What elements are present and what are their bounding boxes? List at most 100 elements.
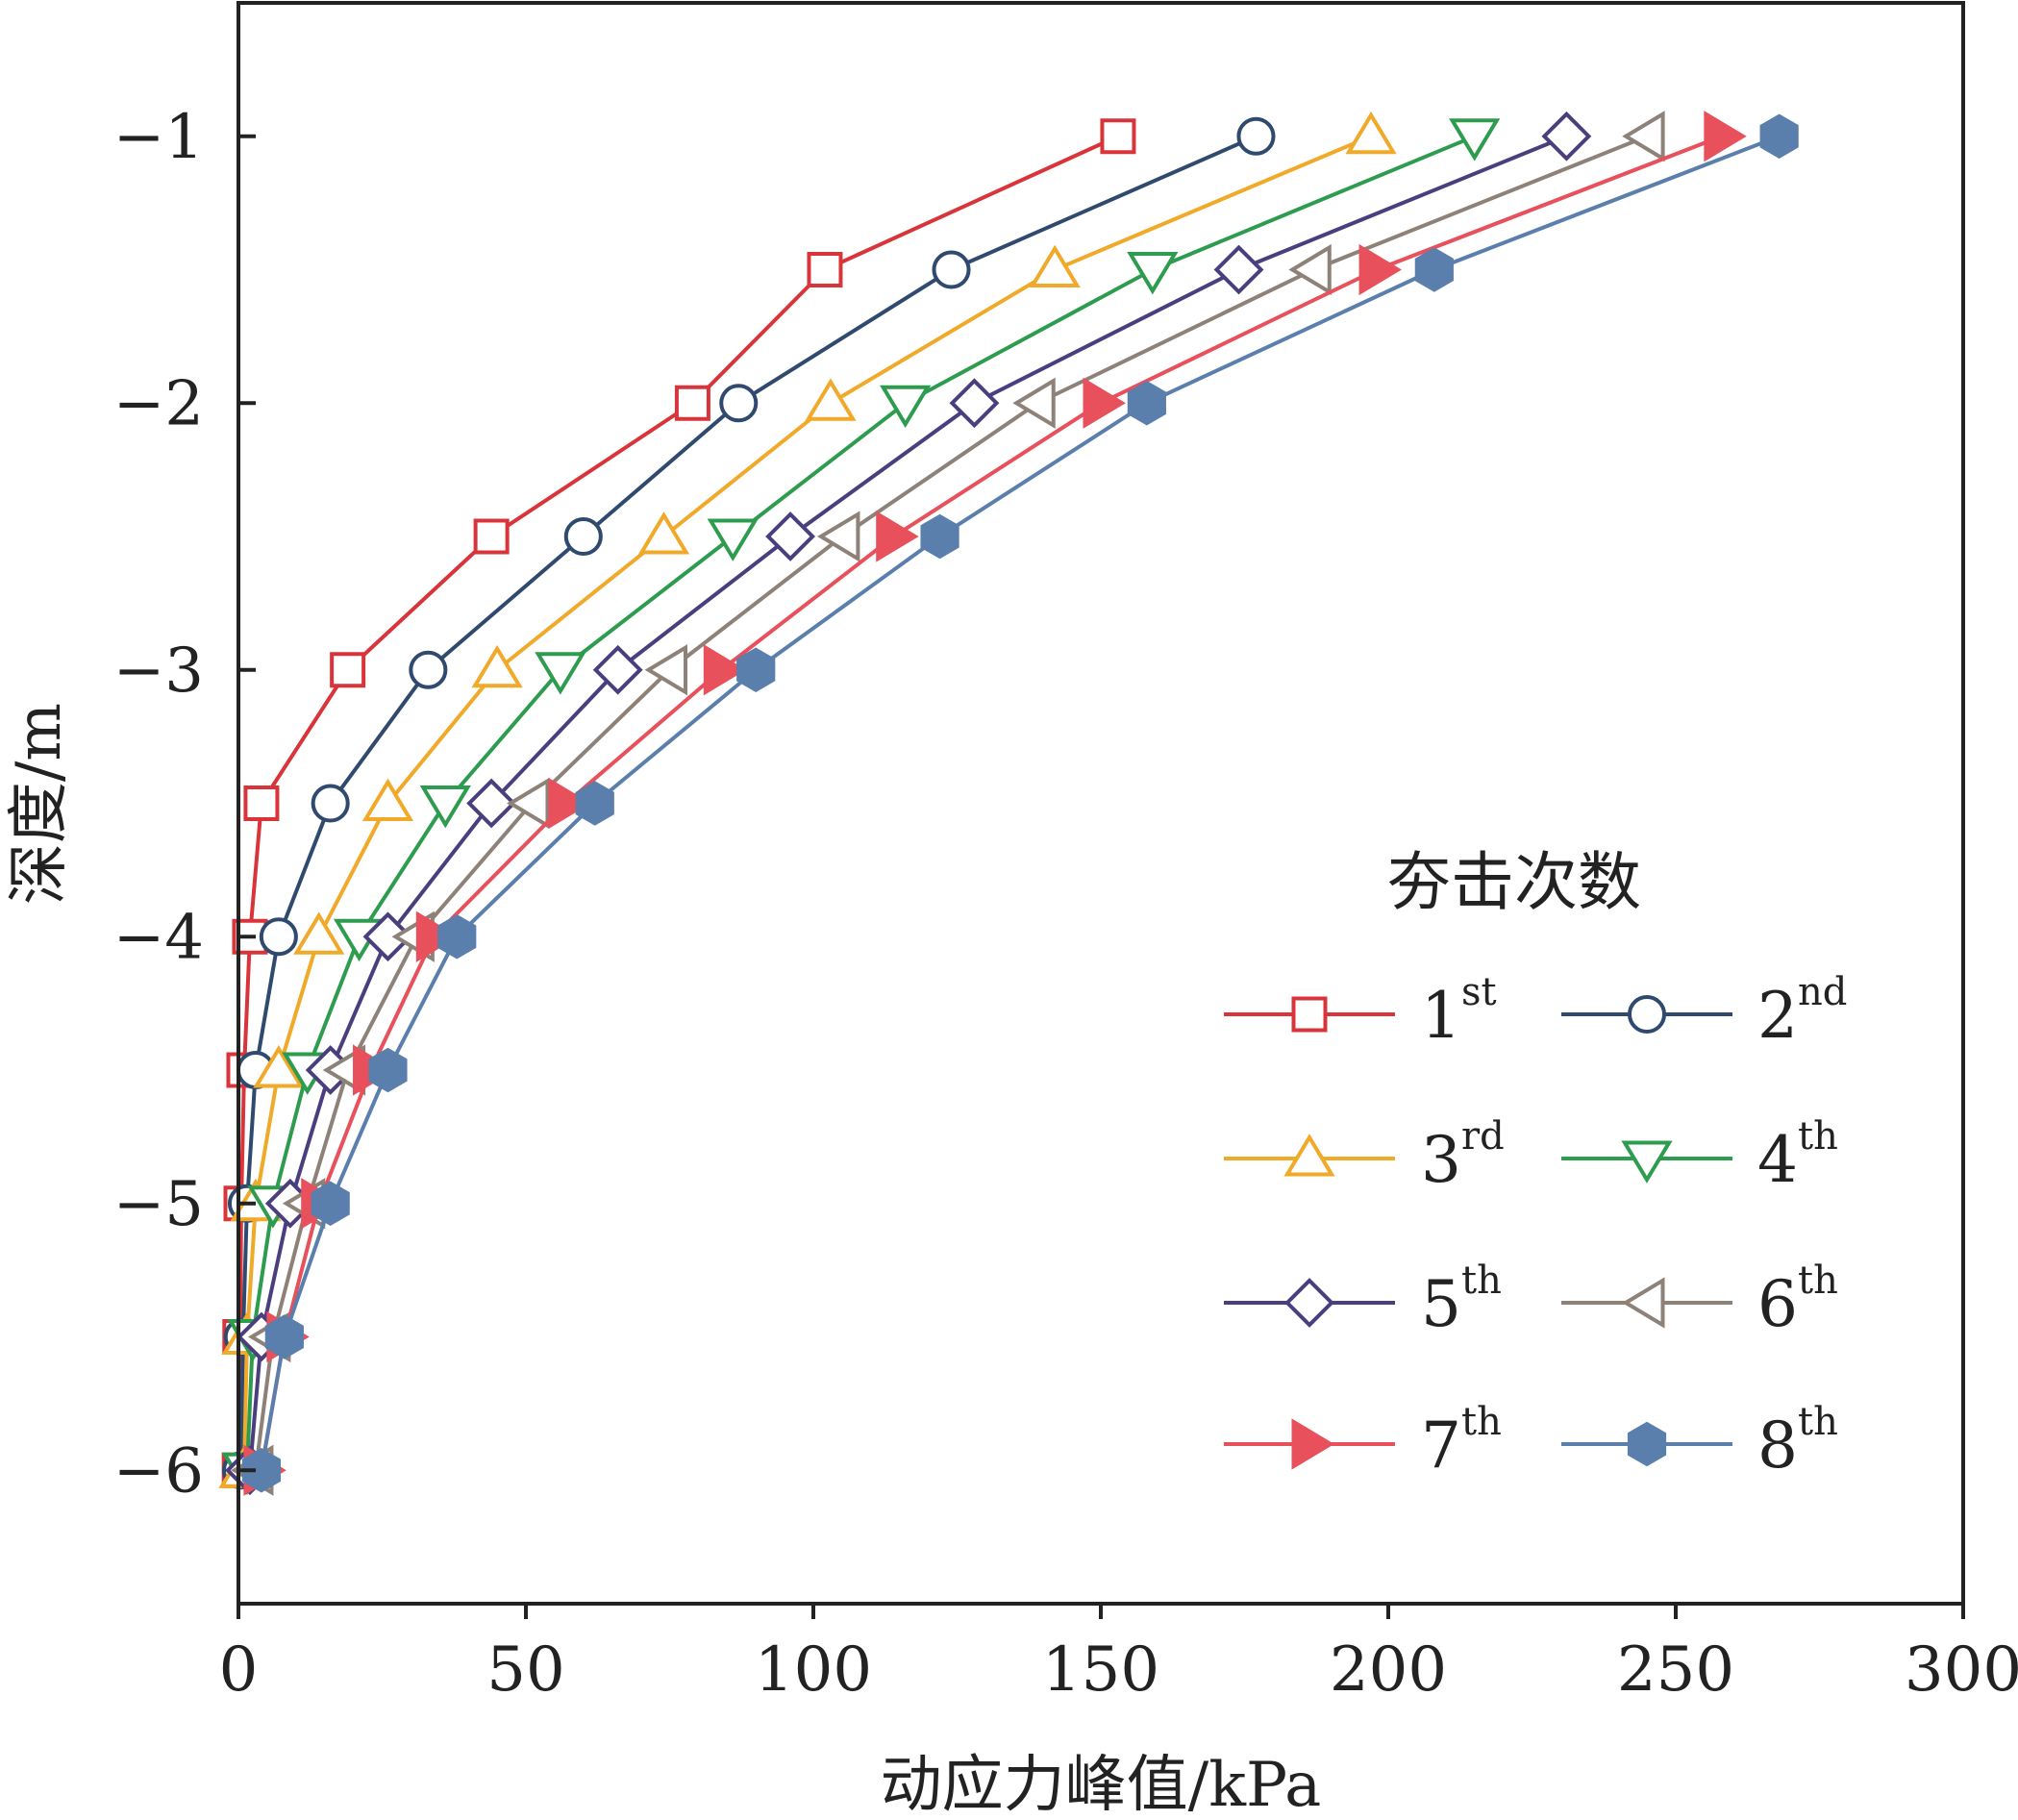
series-1st (221, 118, 1136, 1488)
data-point (920, 513, 959, 560)
data-point (1704, 111, 1747, 162)
legend-marker (1627, 1421, 1667, 1467)
legend-item-4th: 4th (1561, 1114, 1838, 1197)
legend-label: 4th (1757, 1114, 1838, 1197)
data-point (592, 644, 643, 695)
legend-title: 夯击次数 (1387, 845, 1641, 919)
data-point (1236, 116, 1276, 156)
legend: 夯击次数 1st 2nd 3rd 4th 5th 6th 7th 8th (1224, 845, 1847, 1483)
data-point (880, 385, 932, 429)
data-point (949, 378, 1000, 429)
legend-label: 7th (1421, 1400, 1502, 1483)
data-point (473, 518, 510, 555)
legend-item-3rd: 3rd (1224, 1114, 1505, 1197)
data-point (419, 785, 471, 829)
data-point (241, 1448, 282, 1493)
data-point (805, 378, 857, 421)
y-axis-title: 深度/m (4, 703, 75, 905)
data-point (1012, 377, 1056, 429)
data-point (736, 647, 776, 692)
legend-label: 3rd (1421, 1114, 1505, 1197)
x-tick-label: 0 (219, 1634, 259, 1706)
data-point (674, 385, 710, 421)
data-point (644, 644, 687, 696)
data-point (507, 777, 550, 830)
legend-label: 6th (1757, 1259, 1838, 1341)
data-point (876, 511, 919, 562)
y-tick-label: −6 (113, 1435, 204, 1507)
x-tick-label: 200 (1330, 1634, 1447, 1706)
legend-label: 8th (1757, 1400, 1838, 1483)
data-point (817, 511, 860, 562)
x-tick-label: 100 (755, 1634, 872, 1706)
data-point (409, 650, 448, 689)
data-point (415, 910, 460, 962)
data-point (1449, 118, 1501, 162)
legend-marker (1291, 1418, 1334, 1470)
x-tick-label: 300 (1905, 1634, 2018, 1706)
y-tick-label: −5 (113, 1169, 204, 1240)
data-point (563, 516, 603, 557)
data-point (293, 911, 345, 955)
legend-marker (1291, 996, 1328, 1033)
axis-ticks: 0 50 100 150 200 250 300 −1 −2 −3 −4 −5 −6 (113, 102, 2018, 1706)
legend-marker (1622, 1277, 1665, 1329)
y-tick-label: −1 (113, 102, 204, 173)
series-line (241, 134, 1372, 1471)
data-point (535, 652, 586, 695)
x-axis-title: 动应力峰值/kPa (881, 1750, 1322, 1820)
data-point (719, 384, 759, 423)
data-point (1100, 118, 1136, 155)
y-tick-label: −3 (113, 636, 204, 707)
data-point (703, 644, 747, 696)
x-tick-label: 50 (486, 1634, 564, 1706)
data-point (253, 1045, 305, 1088)
legend-item-5th: 5th (1224, 1259, 1502, 1341)
data-point (264, 1314, 304, 1359)
data-point (1288, 243, 1332, 296)
data-point (1127, 381, 1166, 426)
data-point (1358, 243, 1402, 296)
data-point (707, 518, 759, 561)
data-point (548, 777, 591, 830)
legend-item-1st: 1st (1224, 970, 1497, 1053)
x-tick-label: 150 (1042, 1634, 1159, 1706)
data-point (311, 1181, 350, 1226)
data-point (1759, 113, 1799, 159)
data-point (1622, 111, 1665, 162)
series-line (237, 134, 1119, 1471)
data-point (466, 778, 517, 829)
data-point (361, 778, 414, 821)
legend-label: 5th (1421, 1259, 1502, 1341)
data-point (243, 785, 280, 821)
data-point (637, 511, 690, 555)
data-point (311, 784, 350, 823)
data-point (1029, 244, 1081, 287)
y-tick-label: −2 (113, 368, 204, 439)
data-point (330, 652, 366, 688)
legend-item-7th: 7th (1224, 1400, 1502, 1483)
legend-marker (1284, 1278, 1334, 1328)
data-point (765, 511, 816, 561)
data-point (1541, 111, 1592, 162)
data-point (1127, 252, 1179, 295)
legend-label: 2nd (1757, 970, 1847, 1053)
data-point (471, 644, 523, 688)
series-8th (241, 113, 1799, 1493)
legend-item-2nd: 2nd (1561, 970, 1847, 1053)
legend-marker (1621, 1140, 1673, 1184)
data-point (259, 917, 298, 957)
legend-label: 1st (1421, 970, 1497, 1053)
data-point (362, 911, 413, 962)
series-5th (225, 111, 1592, 1496)
data-point (1345, 111, 1397, 155)
data-point (437, 914, 477, 960)
legend-item-6th: 6th (1561, 1259, 1838, 1341)
data-point (807, 252, 843, 287)
y-tick-label: −4 (113, 902, 204, 973)
data-point (368, 1047, 408, 1093)
legend-marker (1627, 994, 1667, 1035)
data-point (575, 781, 614, 826)
data-point (1083, 377, 1126, 429)
